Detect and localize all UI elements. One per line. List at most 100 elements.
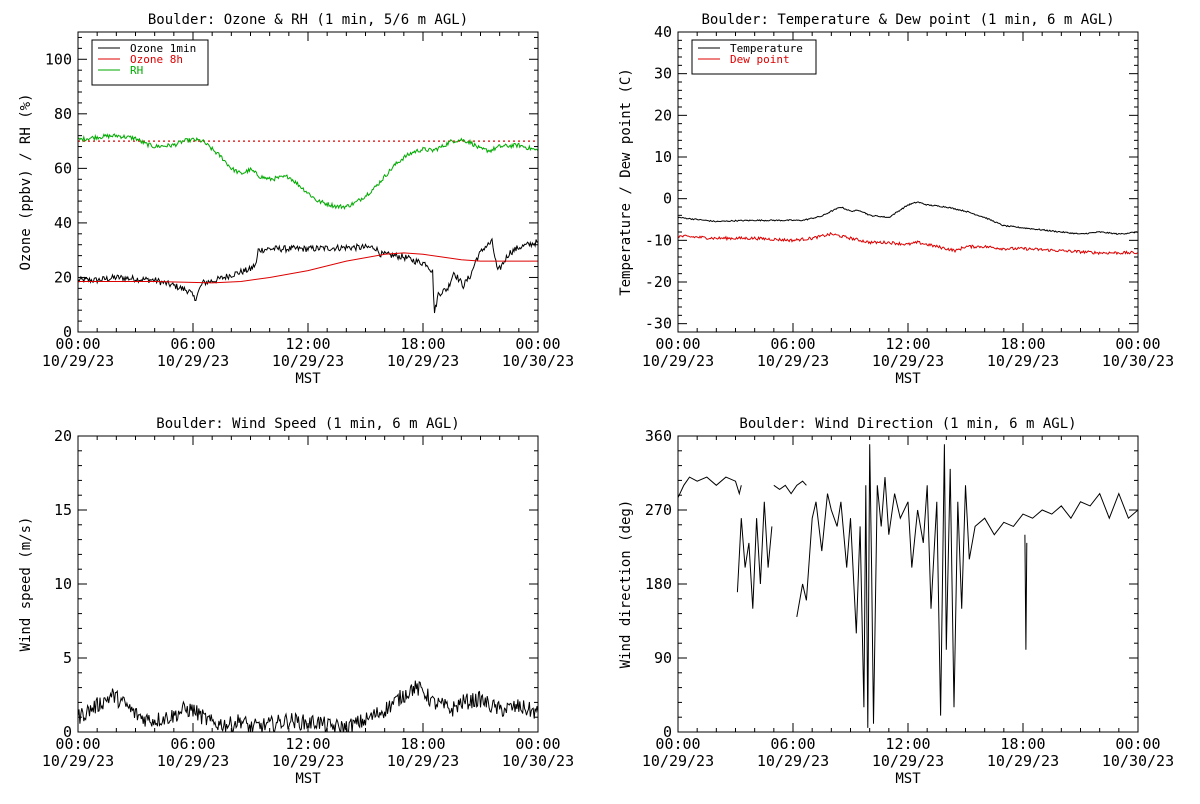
chart-title: Boulder: Wind Speed (1 min, 6 m AGL) (156, 416, 459, 432)
series-group (678, 444, 1138, 728)
x-tick-label-time: 18:00 (1000, 735, 1045, 753)
y-tick-label: 270 (645, 501, 672, 519)
panel-wind-speed: Boulder: Wind Speed (1 min, 6 m AGL) 00:0… (18, 416, 574, 787)
x-tick-label-time: 00:00 (655, 335, 700, 353)
x-tick-label-date: 10/30/23 (502, 352, 574, 370)
plot-frame (677, 435, 1139, 733)
x-tick-label-date: 10/29/23 (872, 352, 944, 370)
y-tick-label: 20 (54, 427, 72, 445)
y-tick-label: 30 (654, 65, 672, 83)
y-tick-label: 20 (654, 106, 672, 124)
y-tick-label: 40 (54, 214, 72, 232)
x-tick-label-time: 12:00 (285, 735, 330, 753)
series-group (78, 133, 538, 314)
legend-entry: Ozone 1min (130, 42, 196, 55)
x-tick-label-date: 10/29/23 (642, 352, 714, 370)
panel-temperature-dewpoint: Boulder: Temperature & Dew point (1 min,… (618, 12, 1174, 387)
x-tick-label-time: 00:00 (515, 335, 560, 353)
chart-title: Boulder: Temperature & Dew point (1 min,… (701, 12, 1114, 28)
x-tick-label-date: 10/29/23 (987, 752, 1059, 770)
y-tick-label: 90 (654, 649, 672, 667)
x-tick-label-time: 00:00 (55, 735, 100, 753)
y-tick-label: 0 (663, 723, 672, 741)
y-tick-label: 360 (645, 427, 672, 445)
legend-entry: Ozone 8h (130, 53, 183, 66)
y-tick-label: 0 (63, 323, 72, 341)
y-tick-label: 20 (54, 268, 72, 286)
y-tick-label: 180 (645, 575, 672, 593)
x-tick-label-time: 00:00 (1115, 735, 1160, 753)
x-tick-label-date: 10/29/23 (387, 752, 459, 770)
y-tick-label: -30 (645, 315, 672, 333)
plot-frame (77, 435, 539, 733)
y-tick-label: 5 (63, 649, 72, 667)
y-tick-label: 10 (654, 148, 672, 166)
panel-wind-direction: Boulder: Wind Direction (1 min, 6 m AGL)… (618, 416, 1174, 787)
x-tick-label-date: 10/29/23 (157, 752, 229, 770)
y-tick-label: 80 (54, 105, 72, 123)
x-axis-label: MST (295, 371, 321, 387)
x-tick-label-date: 10/29/23 (642, 752, 714, 770)
x-tick-label-time: 00:00 (1115, 335, 1160, 353)
y-tick-label: 60 (54, 159, 72, 177)
x-tick-label-time: 12:00 (885, 735, 930, 753)
x-tick-label-time: 00:00 (655, 735, 700, 753)
x-tick-label-date: 10/29/23 (387, 352, 459, 370)
x-tick-label-time: 06:00 (770, 335, 815, 353)
x-tick-label-date: 10/29/23 (872, 752, 944, 770)
x-tick-label-date: 10/29/23 (42, 352, 114, 370)
x-tick-label-time: 00:00 (55, 335, 100, 353)
x-tick-label-time: 06:00 (170, 335, 215, 353)
plot-frame (677, 31, 1139, 333)
x-tick-label-date: 10/29/23 (757, 752, 829, 770)
y-tick-label: 0 (63, 723, 72, 741)
x-axis-label: MST (895, 771, 921, 787)
y-tick-label: -10 (645, 231, 672, 249)
x-tick-label-date: 10/29/23 (987, 352, 1059, 370)
y-tick-label: 40 (654, 23, 672, 41)
x-axis-label: MST (295, 771, 321, 787)
x-tick-label-time: 06:00 (770, 735, 815, 753)
series-line-wind-direction (736, 501, 773, 609)
series-line-ozone-1min (78, 237, 538, 314)
x-tick-label-time: 18:00 (1000, 335, 1045, 353)
series-line-ozone-8h (78, 252, 538, 284)
series-line-rh (78, 133, 538, 210)
series-group (678, 201, 1138, 256)
legend-entry: RH (130, 64, 143, 77)
x-tick-label-date: 10/29/23 (272, 352, 344, 370)
chart-title: Boulder: Wind Direction (1 min, 6 m AGL) (739, 416, 1076, 432)
series-line-dew-point (678, 231, 1138, 256)
y-axis-label: Wind speed (m/s) (18, 517, 34, 652)
chart-title: Boulder: Ozone & RH (1 min, 5/6 m AGL) (148, 12, 468, 28)
x-tick-label-time: 12:00 (285, 335, 330, 353)
y-axis-label: Wind direction (deg) (618, 500, 634, 669)
series-line-temperature (678, 201, 1138, 235)
x-tick-label-time: 00:00 (515, 735, 560, 753)
panel-ozone-rh: Boulder: Ozone & RH (1 min, 5/6 m AGL)00… (18, 12, 574, 387)
x-tick-label-date: 10/30/23 (502, 752, 574, 770)
series-line-wind-direction (678, 476, 742, 498)
x-tick-label-time: 12:00 (885, 335, 930, 353)
legend-entry: Dew point (730, 53, 790, 66)
y-axis-label: Ozone (ppbv) / RH (%) (18, 93, 34, 270)
x-tick-label-time: 18:00 (400, 335, 445, 353)
y-tick-label: 15 (54, 501, 72, 519)
series-line-wind-direction (1024, 534, 1028, 650)
series-line-wind-direction (773, 480, 807, 495)
x-tick-label-date: 10/30/23 (1102, 352, 1174, 370)
x-tick-label-time: 18:00 (400, 735, 445, 753)
x-tick-label-date: 10/29/23 (757, 352, 829, 370)
legend-box (691, 39, 817, 75)
y-tick-label: 100 (45, 50, 72, 68)
x-tick-label-date: 10/29/23 (272, 752, 344, 770)
x-tick-label-date: 10/29/23 (42, 752, 114, 770)
x-tick-label-date: 10/29/23 (157, 352, 229, 370)
series-line-wind-direction (796, 444, 1138, 728)
legend-entry: Temperature (730, 42, 803, 55)
y-axis-label: Temperature / Dew point (C) (618, 68, 634, 296)
